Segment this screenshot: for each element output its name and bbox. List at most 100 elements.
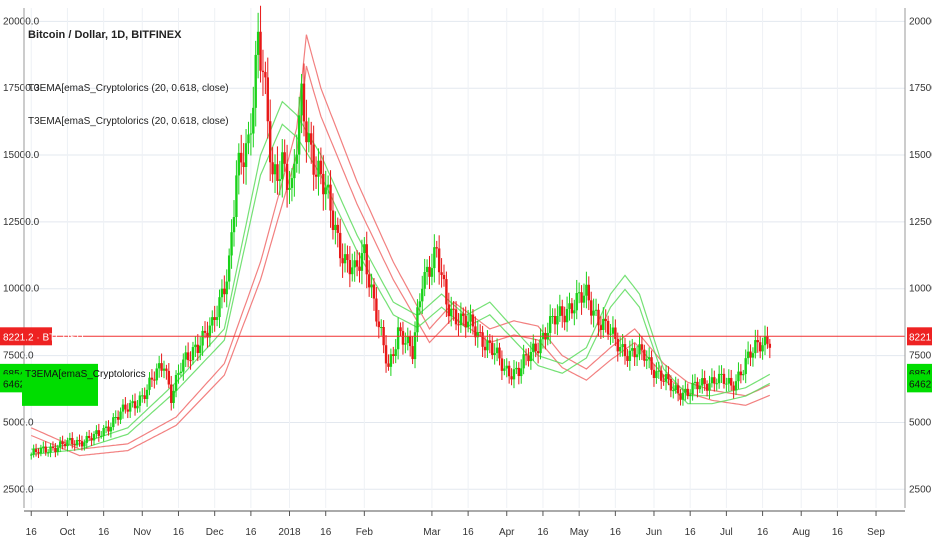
candle-body xyxy=(191,347,195,361)
candle-body xyxy=(529,351,533,362)
candle-body xyxy=(141,395,144,397)
candle-body xyxy=(199,345,202,353)
y-tick-label-left: 20000.0 xyxy=(3,16,40,27)
candle-body xyxy=(672,390,675,392)
candle-body xyxy=(452,308,455,310)
candle-body xyxy=(611,327,615,334)
candle-body xyxy=(758,342,762,352)
candle-body xyxy=(51,446,55,448)
candle-body xyxy=(85,435,88,443)
candle-body xyxy=(561,306,564,316)
candle-body xyxy=(486,340,489,351)
candle-body xyxy=(628,350,632,361)
candle-body xyxy=(447,304,451,317)
candle-body xyxy=(203,330,207,333)
candle-body xyxy=(594,309,598,311)
green-t3ema-line-upper xyxy=(31,100,771,450)
candle-body xyxy=(211,317,214,326)
candle-body xyxy=(512,369,516,380)
candle-body xyxy=(32,449,35,455)
x-tick-label: Nov xyxy=(133,527,151,538)
candle-body xyxy=(606,320,610,335)
candle-body xyxy=(698,385,702,390)
candle-body xyxy=(66,440,69,447)
candle-body xyxy=(577,292,581,294)
candle-body xyxy=(643,349,646,361)
candle-body xyxy=(49,446,52,453)
candle-body xyxy=(213,317,216,320)
candle-body xyxy=(396,327,400,350)
candle-body xyxy=(469,314,472,322)
indicator-legend-1[interactable]: T3EMA[emaS_Cryptolorics (20, 0.618, clos… xyxy=(28,83,229,94)
candle-body xyxy=(471,314,475,327)
candle-body xyxy=(478,332,482,334)
candle-body xyxy=(483,346,487,351)
candle-body xyxy=(244,143,248,168)
candle-body xyxy=(145,389,149,400)
candle-body xyxy=(138,395,142,406)
indicator-legend-2[interactable]: T3EMA[emaS_Cryptolorics (20, 0.618, clos… xyxy=(28,116,229,127)
candle-body xyxy=(491,342,494,355)
candle-body xyxy=(288,187,291,190)
x-tick-label: 16 xyxy=(832,527,844,538)
candle-body xyxy=(46,452,50,454)
x-tick-label: 16 xyxy=(26,527,38,538)
candle-body xyxy=(264,72,267,78)
candle-body xyxy=(705,383,709,391)
candle-body xyxy=(227,255,231,282)
x-tick-label: May xyxy=(570,527,589,538)
candle-body xyxy=(631,348,634,351)
candle-body xyxy=(450,308,453,317)
candle-body xyxy=(406,336,409,344)
candle-body xyxy=(568,303,571,309)
candle-body xyxy=(148,377,151,390)
candle-body xyxy=(623,344,627,357)
candle-body xyxy=(539,339,542,354)
x-axis: 16 Oct 16 Nov 16 Dec 16 2018 16 Feb Mar 16 Apr 16 May 1… xyxy=(24,510,905,538)
price-tag-left-label: 8221.2 · BTCUSD xyxy=(3,332,84,343)
candle-body xyxy=(290,178,294,188)
candle-body xyxy=(268,121,272,163)
candle-body xyxy=(266,77,269,122)
candle-body xyxy=(317,160,320,177)
candle-body xyxy=(742,374,745,376)
candle-body xyxy=(377,321,381,328)
candle-body xyxy=(240,152,243,163)
candle-body xyxy=(54,447,57,453)
candle-body xyxy=(119,411,122,420)
price-tag-right xyxy=(907,327,932,346)
candle-body xyxy=(293,163,296,179)
candle-body xyxy=(674,385,677,391)
price-tag-right xyxy=(907,374,932,393)
candle-body xyxy=(737,371,740,382)
candle-body xyxy=(476,332,479,338)
candle-body xyxy=(380,327,383,329)
candle-body xyxy=(42,446,45,448)
candle-body xyxy=(522,354,525,369)
candle-body xyxy=(481,332,484,347)
y-tick-label-left: 17500.0 xyxy=(3,83,40,94)
candle-body xyxy=(500,358,504,371)
candle-body xyxy=(404,343,407,345)
candle-body xyxy=(124,404,127,410)
candle-body xyxy=(751,353,755,358)
candle-body xyxy=(37,452,40,454)
candle-body xyxy=(684,388,687,393)
candle-body xyxy=(34,449,38,453)
candle-body xyxy=(715,383,718,385)
candle-body xyxy=(503,368,506,371)
candle-body xyxy=(703,378,706,384)
candle-body xyxy=(319,160,323,174)
red-t3ema-line-upper xyxy=(30,34,771,450)
x-tick-label: Mar xyxy=(423,527,441,538)
candle-body xyxy=(604,318,607,321)
candle-body xyxy=(507,365,511,377)
candle-body xyxy=(732,385,735,391)
candle-body xyxy=(597,309,600,326)
candle-body xyxy=(520,368,523,377)
candle-body xyxy=(83,442,86,447)
candle-body xyxy=(172,390,175,403)
candle-body xyxy=(756,340,759,343)
candle-body xyxy=(532,343,535,352)
